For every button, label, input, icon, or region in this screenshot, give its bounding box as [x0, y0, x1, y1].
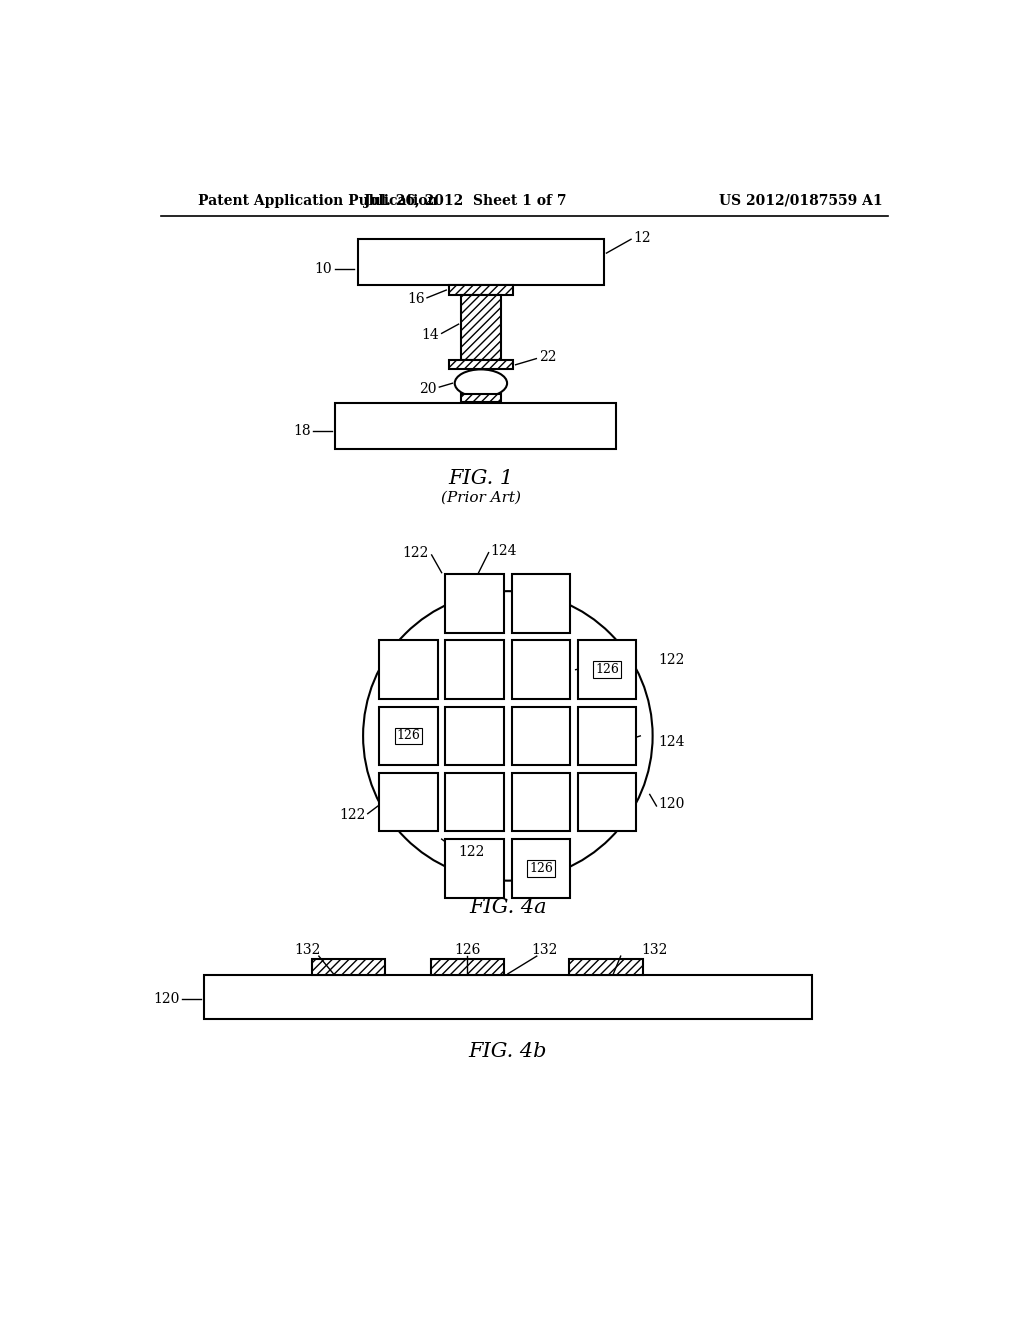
Text: 126: 126	[396, 730, 421, 742]
Text: FIG. 1: FIG. 1	[449, 469, 513, 488]
Bar	[431, 960, 504, 974]
Text: 122: 122	[658, 653, 685, 668]
Bar	[449, 360, 513, 370]
Text: 132: 132	[295, 942, 321, 957]
Text: 16: 16	[408, 292, 425, 306]
Text: 120: 120	[658, 797, 685, 812]
Bar	[445, 840, 504, 898]
Text: 126: 126	[595, 663, 620, 676]
Bar	[461, 393, 501, 401]
Bar	[449, 285, 513, 294]
Bar	[379, 640, 438, 700]
Ellipse shape	[455, 370, 507, 397]
Bar	[578, 706, 637, 766]
Text: 20: 20	[420, 381, 437, 396]
Text: 12: 12	[634, 231, 651, 244]
Text: FIG. 4b: FIG. 4b	[469, 1041, 547, 1061]
Text: 132: 132	[641, 942, 668, 957]
Text: Patent Application Publication: Patent Application Publication	[199, 194, 438, 207]
Text: 124: 124	[490, 544, 517, 558]
Bar	[445, 640, 504, 700]
Text: FIG. 4a: FIG. 4a	[469, 898, 547, 917]
Text: 22: 22	[539, 350, 556, 364]
Text: 18: 18	[293, 424, 310, 438]
Bar	[569, 960, 643, 974]
Bar	[357, 239, 604, 285]
Bar	[512, 574, 570, 632]
Text: 122: 122	[402, 545, 429, 560]
Bar	[445, 774, 504, 832]
Bar	[512, 706, 570, 766]
Bar	[512, 774, 570, 832]
Text: 126: 126	[529, 862, 553, 875]
Bar	[311, 960, 385, 974]
Bar	[578, 774, 637, 832]
Bar	[204, 974, 812, 1019]
Text: 132: 132	[531, 942, 558, 957]
Bar	[445, 706, 504, 766]
Bar	[379, 774, 438, 832]
Text: (Prior Art): (Prior Art)	[441, 490, 521, 504]
Text: Jul. 26, 2012  Sheet 1 of 7: Jul. 26, 2012 Sheet 1 of 7	[365, 194, 566, 207]
Bar	[512, 640, 570, 700]
Bar	[512, 840, 570, 898]
Bar	[578, 640, 637, 700]
Text: 10: 10	[314, 263, 333, 276]
Text: 122: 122	[459, 845, 485, 859]
Bar	[461, 294, 501, 360]
Text: 126: 126	[455, 942, 480, 957]
Text: 14: 14	[422, 327, 439, 342]
Bar	[379, 706, 438, 766]
Text: US 2012/0187559 A1: US 2012/0187559 A1	[719, 194, 883, 207]
Bar	[445, 574, 504, 632]
Text: 124: 124	[658, 735, 685, 748]
Text: 120: 120	[154, 993, 180, 1006]
Text: 122: 122	[339, 808, 366, 822]
Bar	[335, 404, 615, 449]
